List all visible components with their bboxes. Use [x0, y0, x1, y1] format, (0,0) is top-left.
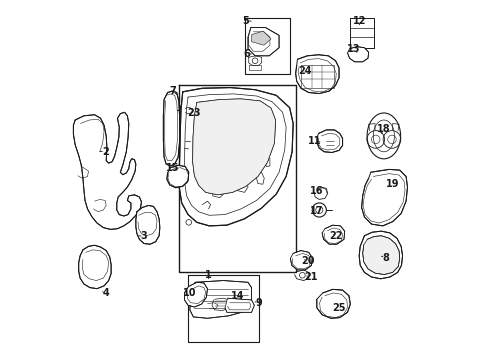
Polygon shape [295, 55, 338, 94]
Text: 20: 20 [301, 256, 314, 266]
Text: 5: 5 [242, 15, 249, 26]
Text: 11: 11 [307, 136, 321, 146]
Polygon shape [317, 130, 342, 153]
Text: 6: 6 [243, 49, 250, 59]
Polygon shape [179, 87, 293, 226]
Polygon shape [362, 236, 399, 275]
Text: 22: 22 [329, 231, 342, 242]
Polygon shape [192, 99, 275, 195]
Polygon shape [163, 91, 179, 166]
Polygon shape [361, 170, 407, 226]
Text: 1: 1 [205, 270, 211, 280]
Text: 17: 17 [309, 206, 323, 216]
Polygon shape [79, 245, 111, 289]
Text: 12: 12 [352, 15, 366, 26]
Text: 10: 10 [183, 288, 196, 298]
Polygon shape [224, 298, 254, 312]
Text: 25: 25 [332, 303, 345, 313]
Polygon shape [189, 280, 251, 318]
Text: 9: 9 [255, 298, 262, 309]
Text: 15: 15 [165, 163, 179, 173]
Polygon shape [166, 165, 188, 188]
Text: 14: 14 [230, 292, 244, 301]
Polygon shape [136, 206, 160, 244]
Text: 24: 24 [298, 66, 311, 76]
Polygon shape [184, 282, 207, 307]
Text: 23: 23 [187, 108, 201, 118]
Polygon shape [322, 225, 344, 244]
Text: 8: 8 [382, 253, 388, 262]
Text: 4: 4 [102, 288, 109, 298]
Polygon shape [290, 251, 312, 270]
Text: 7: 7 [169, 86, 176, 96]
Text: 19: 19 [385, 179, 399, 189]
Text: 21: 21 [304, 272, 317, 282]
Polygon shape [316, 289, 349, 318]
Text: 3: 3 [140, 231, 147, 242]
Polygon shape [251, 31, 270, 45]
Polygon shape [247, 28, 279, 56]
Polygon shape [73, 112, 141, 229]
Text: 16: 16 [310, 186, 323, 195]
Text: 2: 2 [102, 147, 108, 157]
Text: 13: 13 [346, 45, 360, 54]
Polygon shape [347, 47, 368, 62]
Polygon shape [358, 231, 402, 279]
Text: 18: 18 [377, 124, 390, 134]
